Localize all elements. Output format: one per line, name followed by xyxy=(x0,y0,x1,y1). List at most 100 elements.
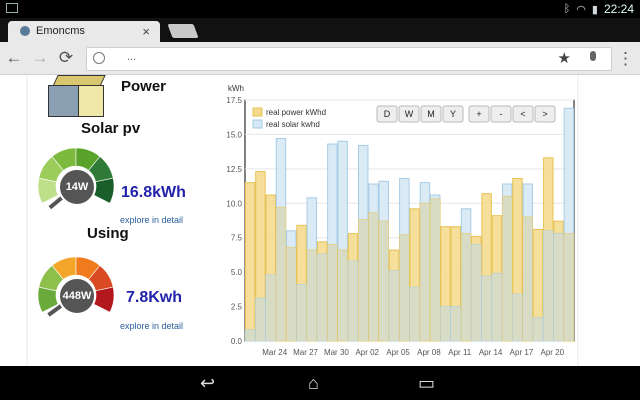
bar-overlap xyxy=(245,329,255,341)
legend-swatch xyxy=(252,119,263,129)
x-tick-label: Apr 20 xyxy=(541,348,565,357)
address-bar[interactable]: ... ★ xyxy=(86,47,612,71)
bar-overlap xyxy=(307,250,317,341)
bar-overlap xyxy=(471,244,482,341)
y-axis-label: kWh xyxy=(228,85,244,93)
bar-overlap xyxy=(461,233,471,341)
dashboard-card: Power Solar pv 14W 16.8kWh explore in de… xyxy=(28,75,577,366)
range-button[interactable] xyxy=(398,105,420,123)
clock: 22:24 xyxy=(603,2,634,16)
new-tab-button[interactable] xyxy=(167,24,199,38)
bar-overlap xyxy=(368,212,379,341)
x-tick-label: Apr 02 xyxy=(355,348,379,357)
using-heading: Using xyxy=(87,225,129,242)
range-button-label: + xyxy=(476,109,481,119)
bar-overlap xyxy=(265,274,276,341)
range-button[interactable] xyxy=(512,105,534,123)
y-tick-label: 12.5 xyxy=(226,165,242,174)
bookmark-star-icon[interactable]: ★ xyxy=(557,50,571,67)
bar-overlap xyxy=(420,203,430,341)
bluetooth-icon: ᛒ xyxy=(563,3,571,15)
x-tick-label: Apr 08 xyxy=(417,348,441,357)
bar-overlap xyxy=(502,196,512,341)
solar-gauge: 14W xyxy=(36,146,116,218)
bar-overlap xyxy=(440,306,451,341)
bar-overlap xyxy=(327,244,338,341)
range-button[interactable] xyxy=(420,105,442,123)
bar-overlap xyxy=(348,261,358,341)
range-button[interactable] xyxy=(468,105,490,123)
legend-label: real power kWhd xyxy=(266,108,326,117)
bar-overlap xyxy=(512,294,523,341)
bar-overlap xyxy=(543,230,554,341)
close-tab-icon[interactable]: × xyxy=(142,24,150,39)
bar-overlap xyxy=(276,207,286,341)
range-button[interactable] xyxy=(376,105,398,123)
y-tick-label: 5.0 xyxy=(231,268,243,277)
bar-overlap xyxy=(533,317,543,341)
y-tick-label: 7.5 xyxy=(231,234,243,243)
y-tick-label: 0.0 xyxy=(231,337,243,346)
android-status-bar: ᛒ ◠ ▮ 22:24 xyxy=(0,0,640,18)
bar-overlap xyxy=(255,298,266,341)
home-nav-icon[interactable]: ⌂ xyxy=(308,373,319,393)
bar-overlap xyxy=(553,233,564,341)
bar-overlap xyxy=(379,221,389,341)
solar-heading: Solar pv xyxy=(81,120,141,137)
chart-canvas: 0.0 2.5 5.0 7.5 10.0 12.5 15.0 17.5 kWh Mar 24 Mar… xyxy=(226,84,575,357)
bar-overlap xyxy=(337,250,348,341)
url-text[interactable]: ... xyxy=(127,51,137,63)
legend-label: real solar kwhd xyxy=(266,120,320,129)
y-tick-label: 2.5 xyxy=(231,303,243,312)
bar-overlap xyxy=(286,247,296,341)
wifi-icon: ◠ xyxy=(576,3,586,16)
tab-emoncms[interactable]: Emoncms × xyxy=(8,21,160,42)
range-button-label: M xyxy=(427,109,435,119)
legend-box xyxy=(249,104,359,132)
using-gauge-segment xyxy=(93,286,115,313)
range-button-label: < xyxy=(520,109,525,119)
x-tick-label: Apr 14 xyxy=(479,348,503,357)
bar-overlap xyxy=(296,284,307,341)
solar-gauge-segment xyxy=(93,177,115,204)
x-tick-label: Apr 05 xyxy=(386,348,410,357)
legend-swatch xyxy=(252,107,263,117)
bar-overlap xyxy=(389,270,399,341)
overflow-menu-icon[interactable]: ⋮ xyxy=(617,49,634,68)
x-tick-label: Mar 24 xyxy=(262,348,287,357)
microphone-icon[interactable] xyxy=(590,51,596,61)
using-explore-link[interactable]: explore in detail xyxy=(120,321,184,331)
energy-chart: 0.0 2.5 5.0 7.5 10.0 12.5 15.0 17.5 kWh Mar 24 Mar… xyxy=(220,84,590,366)
range-button-label: Y xyxy=(450,109,456,119)
bar-overlap xyxy=(430,199,440,341)
range-button[interactable] xyxy=(534,105,556,123)
range-button-label: W xyxy=(405,109,414,119)
y-tick-label: 15.0 xyxy=(226,130,242,139)
recents-nav-icon[interactable]: ▭ xyxy=(418,373,436,393)
bar-overlap xyxy=(399,234,410,341)
x-tick-label: Apr 11 xyxy=(448,348,472,357)
android-nav-bar: ↩ ⌂ ▭ xyxy=(0,366,640,400)
back-button[interactable]: ← xyxy=(5,48,23,67)
browser-toolbar: ← → ⟳ ... ★ ⋮ xyxy=(0,42,640,75)
reload-button[interactable]: ⟳ xyxy=(58,48,74,67)
bar-overlap xyxy=(317,254,327,341)
battery-icon: ▮ xyxy=(591,3,598,16)
range-button[interactable] xyxy=(442,105,464,123)
house-icon xyxy=(46,75,106,117)
favicon-icon xyxy=(20,26,30,36)
x-tick-label: Mar 27 xyxy=(293,348,318,357)
using-energy-total: 7.8Kwh xyxy=(126,289,183,306)
range-button[interactable] xyxy=(490,105,512,123)
solar-explore-link[interactable]: explore in detail xyxy=(120,215,184,225)
bar-overlap xyxy=(409,287,420,341)
x-tick-label: Apr 17 xyxy=(510,348,534,357)
globe-icon xyxy=(93,52,105,64)
bar-power xyxy=(244,182,256,342)
back-nav-icon[interactable]: ↩ xyxy=(200,373,216,393)
range-button-label: D xyxy=(384,109,391,119)
using-gauge-value: 448W xyxy=(58,277,96,315)
forward-button[interactable]: → xyxy=(31,48,49,67)
browser-tab-strip: Emoncms × xyxy=(0,18,640,42)
bar-overlap xyxy=(481,276,492,341)
